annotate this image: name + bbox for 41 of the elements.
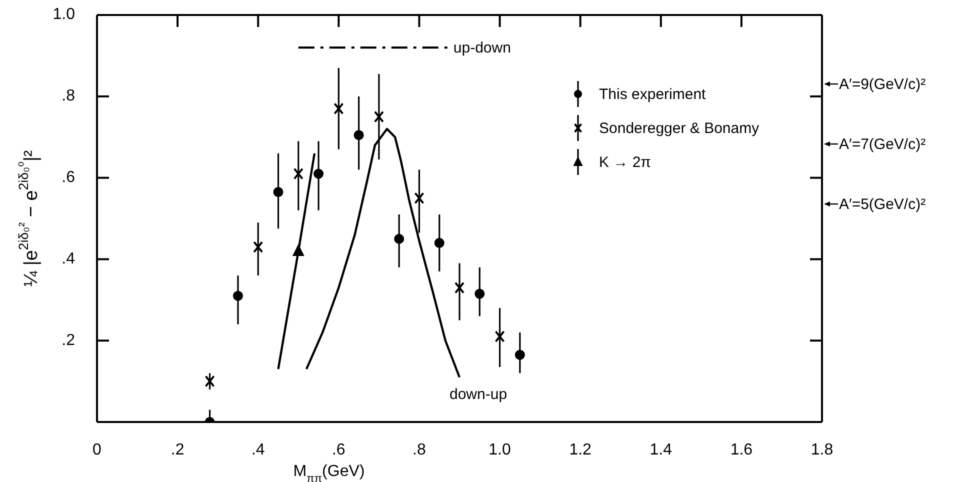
point (454, 282, 464, 294)
legend-label: This experiment (599, 86, 706, 102)
point (293, 168, 304, 180)
x-tick-label: 1.6 (730, 441, 753, 458)
series-label: up-down (453, 40, 511, 57)
x-tick-label: .4 (251, 441, 265, 458)
x-tick-label: 0 (92, 441, 102, 458)
point (334, 102, 344, 115)
x-tick-label: 1.2 (569, 441, 592, 458)
series-label: down-up (450, 386, 508, 404)
x-tick-label: 1.0 (488, 441, 511, 458)
point (434, 238, 444, 248)
text: A′=7(GeV/c)² (839, 136, 926, 153)
x-tick-label: 1.4 (650, 441, 672, 458)
point (253, 240, 264, 253)
y-tick-label: .4 (62, 250, 76, 268)
point (414, 192, 424, 204)
y-tick-label: 1.0 (52, 6, 76, 24)
point (232, 290, 243, 301)
point (494, 330, 505, 343)
y-tick-label: .8 (62, 88, 76, 105)
x-axis-title: M$_{ππ}$(GeV) (293, 463, 365, 482)
x-tick-label: .6 (332, 441, 346, 458)
point (273, 187, 284, 198)
point (374, 110, 384, 123)
point (204, 375, 215, 388)
x-tick-label: .8 (412, 441, 426, 458)
legend-label: K → 2π (599, 154, 652, 170)
point (292, 244, 304, 256)
point (354, 130, 364, 140)
point (394, 234, 404, 244)
y-tick-label: .2 (62, 332, 76, 349)
text: A′=9(GeV/c)² (839, 76, 926, 93)
text: A′=5(GeV/c)² (839, 196, 926, 213)
point (314, 168, 324, 179)
point (474, 288, 485, 299)
legend-label: Sonderegger & Bonamy (599, 120, 760, 136)
point (514, 350, 525, 360)
x-tick-label: 1.8 (810, 441, 834, 458)
y-tick-label: .6 (62, 169, 76, 186)
x-tick-label: .2 (170, 441, 184, 458)
